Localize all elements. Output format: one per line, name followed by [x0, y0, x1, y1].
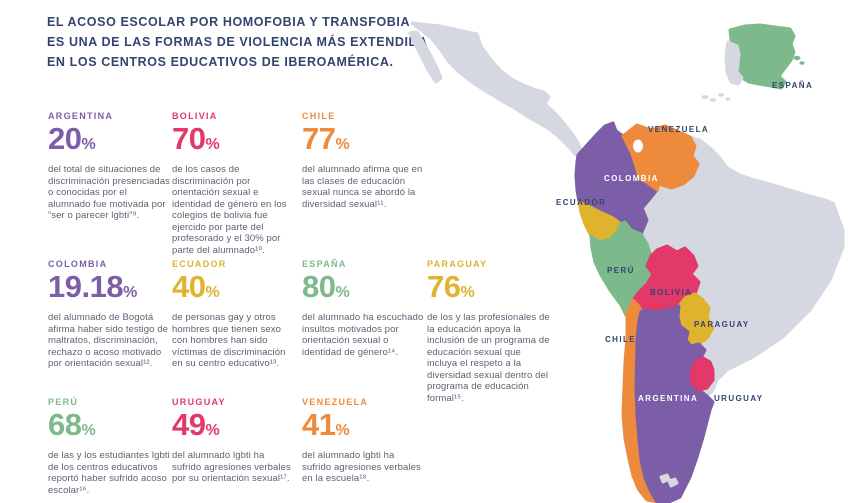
- stat-country-label: URUGUAY: [172, 397, 226, 407]
- stat-description: de personas gay y otros hombres que tien…: [172, 312, 286, 369]
- stat-country-label: COLOMBIA: [48, 259, 108, 269]
- map-baja-california: [408, 30, 443, 84]
- map-label-paraguay: PARAGUAY: [694, 320, 750, 329]
- stat-country-label: ARGENTINA: [48, 111, 114, 121]
- map-canary-islands: [725, 97, 731, 101]
- stat-uruguay: URUGUAY 49% del alumnado lgbti ha sufrid…: [172, 397, 296, 485]
- stat-colombia: COLOMBIA 19.18% del alumnado de Bogotá a…: [48, 259, 172, 370]
- map-label-venezuela: VENEZUELA: [648, 125, 709, 134]
- map-country-portugal: [724, 40, 744, 86]
- map-balearic-islands: [793, 55, 801, 61]
- stat-country-label: PARAGUAY: [427, 259, 488, 269]
- stat-value: 40%: [172, 269, 220, 304]
- map-label-argentina: ARGENTINA: [638, 394, 698, 403]
- map-canary-islands: [709, 98, 717, 102]
- stat-argentina: ARGENTINA 20% del total de situaciones d…: [48, 111, 172, 222]
- map-label-bolivia: BOLIVIA: [650, 288, 692, 297]
- stat-country-label: CHILE: [302, 111, 336, 121]
- stat-value: 80%: [302, 269, 350, 304]
- title-line-2: ES UNA DE LAS FORMAS DE VIOLENCIA MÁS EX…: [47, 35, 428, 49]
- stat-country-label: ESPAÑA: [302, 259, 347, 269]
- map-canary-islands: [701, 95, 709, 99]
- stat-value: 41%: [302, 407, 350, 442]
- stat-country-label: PERÚ: [48, 397, 79, 407]
- stat-value: 19.18%: [48, 269, 138, 304]
- stat-description: del total de situaciones de discriminaci…: [48, 164, 171, 221]
- stat-country-label: BOLIVIA: [172, 111, 218, 121]
- stat-bolivia: BOLIVIA 70% de los casos de discriminaci…: [172, 111, 296, 256]
- map-country-argentina: [634, 304, 715, 503]
- map-balearic-islands: [799, 61, 805, 65]
- stat-value: 70%: [172, 121, 220, 156]
- title-line-1: EL ACOSO ESCOLAR POR HOMOFOBIA Y TRANSFO…: [47, 15, 411, 29]
- title-line-3: EN LOS CENTROS EDUCATIVOS DE IBEROAMÉRIC…: [47, 55, 394, 69]
- map-canary-islands: [718, 93, 724, 97]
- stat-value: 76%: [427, 269, 475, 304]
- stat-chile: CHILE 77% del alumnado afirma que en las…: [302, 111, 426, 210]
- stat-peru: PERÚ 68% de las y los estudiantes lgbti …: [48, 397, 172, 496]
- stat-value: 77%: [302, 121, 350, 156]
- iberoamerica-map: ESPAÑA VENEZUELA COLOMBIA ECUADOR PERÚ B…: [408, 21, 845, 503]
- stat-description: del alumnado lgbti ha sufrido agresiones…: [172, 450, 291, 484]
- map-label-chile: CHILE: [605, 335, 636, 344]
- stat-description: del alumnado afirma que en las clases de…: [302, 164, 423, 210]
- map-country-uruguay: [689, 356, 715, 392]
- map-country-mexico-central-america: [410, 21, 583, 157]
- page-title: EL ACOSO ESCOLAR POR HOMOFOBIA Y TRANSFO…: [47, 12, 447, 72]
- stat-description: del alumnado de Bogotá afirma haber sido…: [48, 312, 169, 369]
- stat-country-label: ECUADOR: [172, 259, 227, 269]
- map-lake-maracaibo: [633, 139, 643, 153]
- stat-value: 49%: [172, 407, 220, 442]
- map-south-islands: [659, 473, 679, 488]
- stat-description: de las y los estudiantes lgbti de los ce…: [48, 450, 170, 496]
- stat-description: del alumnado ha escuchado insultos motiv…: [302, 312, 424, 358]
- stat-ecuador: ECUADOR 40% de personas gay y otros homb…: [172, 259, 296, 370]
- stat-description: del alumnado lgbti ha sufrido agresiones…: [302, 450, 421, 484]
- map-label-colombia: COLOMBIA: [604, 174, 659, 183]
- map-label-peru: PERÚ: [607, 266, 635, 275]
- stat-description: de los casos de discriminación por orien…: [172, 164, 287, 256]
- stat-paraguay: PARAGUAY 76% de los y las profesionales …: [427, 259, 551, 404]
- map-label-uruguay: URUGUAY: [714, 394, 764, 403]
- stat-venezuela: VENEZUELA 41% del alumnado lgbti ha sufr…: [302, 397, 426, 485]
- map-label-ecuador: ECUADOR: [556, 198, 606, 207]
- stat-value: 20%: [48, 121, 96, 156]
- map-label-espana: ESPAÑA: [772, 81, 813, 90]
- map-country-venezuela: [621, 123, 700, 192]
- stat-value: 68%: [48, 407, 96, 442]
- stat-espana: ESPAÑA 80% del alumnado ha escuchado ins…: [302, 259, 426, 358]
- stat-country-label: VENEZUELA: [302, 397, 369, 407]
- stat-description: de los y las profesionales de la educaci…: [427, 312, 550, 404]
